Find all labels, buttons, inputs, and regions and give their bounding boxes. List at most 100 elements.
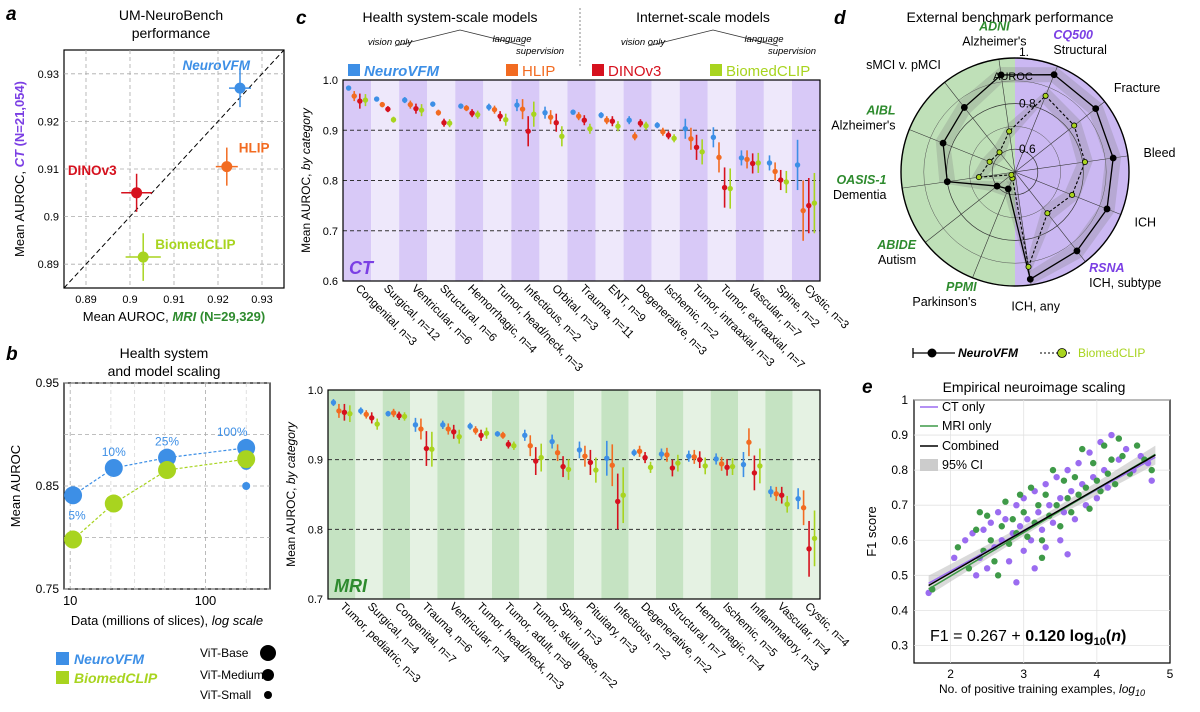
data-point xyxy=(429,446,435,452)
data-point xyxy=(64,530,83,549)
legend-label: BiomedCLIP xyxy=(1078,346,1145,360)
data-point xyxy=(682,126,689,132)
data-point xyxy=(423,445,430,452)
data-point xyxy=(418,426,424,432)
data-point xyxy=(531,111,537,117)
point-label: NeuroVFM xyxy=(183,58,251,73)
panel-c-sub-vision-right: vision only xyxy=(621,37,667,48)
y-tick-label: 0.9 xyxy=(308,455,323,467)
data-point-ct xyxy=(1057,537,1064,544)
axis-task-label: Dementia xyxy=(833,188,887,202)
series-line xyxy=(72,447,247,496)
data-point xyxy=(620,492,626,498)
data-point xyxy=(1006,128,1013,135)
data-point xyxy=(795,495,801,502)
data-point-ct xyxy=(1013,579,1020,586)
data-point xyxy=(691,454,697,460)
legend-size-label: ViT-Base xyxy=(200,646,249,660)
radial-tick-label: 1. xyxy=(1019,45,1029,59)
data-point xyxy=(710,134,717,140)
axis-task-label: ICH, subtype xyxy=(1089,276,1161,290)
axis-dataset-label: CQ500 xyxy=(1053,28,1093,42)
data-point xyxy=(522,432,528,438)
data-point xyxy=(330,399,337,406)
data-point xyxy=(675,460,681,466)
data-point xyxy=(800,505,807,511)
x-tick-label: 0.9 xyxy=(122,294,137,306)
legend-marker xyxy=(927,348,937,358)
data-point xyxy=(637,120,644,126)
data-point-mri xyxy=(1071,473,1079,481)
data-point xyxy=(472,427,479,434)
data-point xyxy=(1071,122,1078,129)
data-point xyxy=(559,133,565,139)
legend-swatch xyxy=(56,652,69,665)
data-point xyxy=(542,109,548,116)
radar-outline xyxy=(900,57,1130,287)
point-label: 5% xyxy=(68,508,86,522)
data-point xyxy=(435,109,442,116)
y-tick-label: 0.8 xyxy=(891,463,908,477)
data-point-ct xyxy=(1060,509,1068,516)
spoke xyxy=(902,171,1016,189)
legend-label: DINOv3 xyxy=(608,63,661,80)
category-band xyxy=(710,390,738,599)
data-point xyxy=(660,129,666,135)
data-point-ct xyxy=(1148,477,1155,484)
data-point xyxy=(609,462,615,468)
y-tick-label: 0.85 xyxy=(36,479,60,493)
data-point xyxy=(811,535,818,542)
fit-line xyxy=(928,454,1156,587)
data-point xyxy=(446,120,453,126)
y-tick-label: 0.6 xyxy=(323,276,338,288)
data-point-mri xyxy=(1042,491,1049,498)
panel-b-title-2: and model scaling xyxy=(108,363,221,379)
axis-task-label: Parkinson's xyxy=(912,295,976,309)
data-point-mri xyxy=(1082,484,1090,491)
data-point xyxy=(1092,105,1100,113)
category-band xyxy=(355,390,383,599)
y-tick-label: 0.7 xyxy=(308,594,323,606)
data-point xyxy=(570,109,576,115)
data-point xyxy=(385,410,391,417)
fit-equation: F1 = 0.267 + 0.120 log10(n) xyxy=(930,628,1126,648)
panel-c-sub-lang-left-1: language xyxy=(492,34,531,45)
data-point xyxy=(626,117,632,123)
legend-label: BiomedCLIP xyxy=(74,670,158,686)
axis-task-label: Fracture xyxy=(1114,81,1161,95)
y-tick-label: 0.9 xyxy=(323,125,338,137)
data-point xyxy=(604,117,610,123)
data-point xyxy=(727,185,733,192)
data-point xyxy=(104,494,123,513)
point-label: 25% xyxy=(155,435,179,449)
data-point-mri xyxy=(976,509,984,516)
x-tick-label: 10 xyxy=(63,593,77,608)
data-point xyxy=(390,116,397,123)
category-band xyxy=(437,390,465,599)
panel-letter-a: a xyxy=(6,4,17,25)
data-point xyxy=(401,413,408,420)
panel-a-title-2: performance xyxy=(132,25,211,41)
spoke xyxy=(1014,171,1086,262)
data-point xyxy=(751,470,758,476)
panel-e-title: Empirical neuroimage scaling xyxy=(943,379,1126,395)
legend-size-marker xyxy=(260,645,276,661)
data-point-mri xyxy=(1086,505,1093,512)
data-point xyxy=(697,456,703,463)
axis-dataset-label: RSNA xyxy=(1089,261,1124,275)
plot-frame xyxy=(342,79,821,282)
panel-c-bracket-left xyxy=(394,29,526,47)
axis-task-label: Structural xyxy=(1053,43,1107,57)
data-point xyxy=(158,448,177,467)
x-tick-label: 0.93 xyxy=(251,294,272,306)
data-point-mri xyxy=(1053,502,1060,509)
panel-e-chart: 2 3 4 5 0.3 0.4 0.5 0.6 0.7 0.8 0.9 1 CT only MRI onl… xyxy=(864,393,1174,698)
y-tick-label: 0.75 xyxy=(36,582,60,596)
data-point xyxy=(373,96,380,102)
data-point xyxy=(467,423,473,429)
data-point xyxy=(390,410,397,416)
data-point xyxy=(615,498,621,505)
data-point-ct xyxy=(987,519,994,526)
radial-grid xyxy=(923,80,1107,264)
data-point xyxy=(943,178,951,186)
